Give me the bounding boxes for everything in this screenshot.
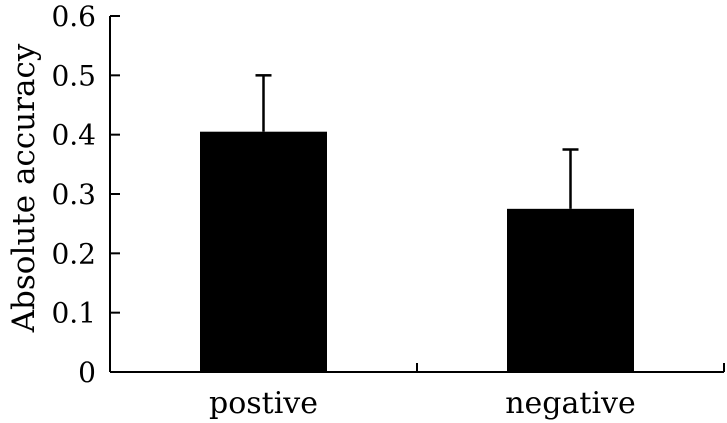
y-axis-tick-label: 0	[78, 356, 96, 389]
bar-postive	[200, 131, 327, 372]
y-axis-title: Absolute accuracy	[6, 43, 42, 333]
bars	[200, 131, 634, 372]
x-axis-labels: postive negative	[209, 386, 636, 421]
x-axis-label-negative: negative	[505, 386, 636, 421]
y-axis-tick-label: 0.6	[51, 0, 96, 33]
y-axis-tick-label: 0.3	[51, 178, 96, 211]
x-axis-label-postive: postive	[209, 386, 318, 421]
y-axis-tick-label: 0.2	[51, 237, 96, 270]
y-axis-ticks: 0 0.1 0.2 0.3 0.4 0.5 0.6	[51, 0, 120, 389]
y-axis-tick-label: 0.1	[51, 297, 96, 330]
y-axis-tick-label: 0.4	[51, 119, 96, 152]
bar-negative	[507, 208, 634, 372]
error-bars	[255, 74, 579, 209]
y-axis-tick-label: 0.5	[51, 59, 96, 92]
